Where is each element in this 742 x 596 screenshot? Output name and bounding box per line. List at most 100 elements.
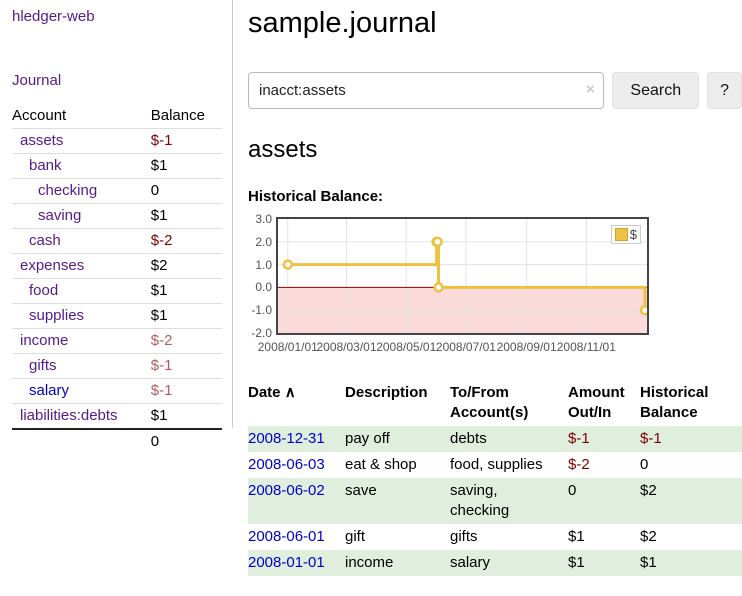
help-button[interactable]: ? [707,72,742,109]
date-header-label: Date [248,384,281,401]
transaction-description: income [345,554,394,571]
account-link[interactable]: liabilities:debts [20,407,118,424]
account-balance: $1 [150,307,168,324]
account-balance: $1 [150,407,168,424]
data-point [433,282,444,293]
transaction-date-link[interactable]: 2008-06-03 [248,456,325,473]
y-axis-tick-label: 0.0 [255,280,272,295]
transaction-balance: $1 [640,554,657,571]
account-link[interactable]: income [20,332,69,349]
account-balance: $-1 [150,382,173,399]
page-title: sample.journal [248,7,437,39]
transaction-description: pay off [345,430,390,447]
search-button[interactable]: Search [612,72,700,109]
account-link[interactable]: expenses [20,257,85,274]
account-balance: $1 [150,157,168,174]
main-content: sample.journal × Search ? assets Histori… [233,0,742,596]
account-link[interactable]: checking [38,182,98,199]
transaction-amount: $1 [568,554,585,571]
account-balance: $2 [150,257,168,274]
table-row: 2008-06-01 gift gifts $1 $2 [248,524,742,550]
x-axis-tick-label: 2008/03/01 [316,340,377,354]
accounts-total-row: 0 [12,429,222,454]
register-header-description: Description [345,384,428,401]
table-row: 2008-01-01 income salary $1 $1 [248,550,742,576]
legend-swatch-icon [614,228,628,241]
accounts-header-account: Account [12,107,67,124]
transaction-date-link[interactable]: 2008-06-02 [248,482,325,499]
account-link[interactable]: food [29,282,59,299]
account-row: saving $1 [12,203,222,229]
transaction-date-link[interactable]: 2008-12-31 [248,430,325,447]
account-row: assets $-1 [12,128,222,154]
account-row: checking 0 [12,178,222,204]
register-header-balance: Historical Balance [640,384,709,421]
transaction-accounts: saving, checking [450,482,510,519]
accounts-total-spacer [12,429,151,454]
transaction-balance: $2 [640,528,657,545]
transaction-date-link[interactable]: 2008-06-01 [248,528,325,545]
account-row: bank $1 [12,153,222,179]
transaction-accounts: food, supplies [450,456,543,473]
y-axis-tick-label: 3.0 [255,212,272,226]
account-balance: $-2 [150,332,173,349]
x-axis-tick-label: 2008/09/01 [496,340,557,354]
register-header-amount: Amount Out/In [568,384,625,421]
clear-search-icon[interactable]: × [586,81,595,98]
transaction-amount: $-1 [568,430,590,447]
data-point [282,259,294,270]
register-header-accounts: To/From Account(s) [450,384,529,421]
chart-plot-area: $ [276,217,649,335]
transaction-accounts: salary [450,554,491,571]
y-axis-tick-label: 2.0 [255,234,272,249]
account-link[interactable]: assets [20,132,64,149]
register-header-date[interactable]: Date ∧ [248,380,345,426]
transaction-description: gift [345,528,366,545]
app-title-link[interactable]: hledger-web [12,8,95,25]
x-axis-tick-label: 2008/07/01 [435,340,496,354]
search-bar: × Search ? [248,72,742,109]
table-row: 2008-06-02 save saving, checking 0 $2 [248,478,742,524]
chart-title: Historical Balance: [248,188,384,205]
account-balance: $-1 [150,132,173,149]
account-row: gifts $-1 [12,353,222,379]
transaction-amount: $-2 [568,456,590,473]
account-row: income $-2 [12,328,222,354]
account-row: expenses $2 [12,253,222,279]
account-row: liabilities:debts $1 [12,403,222,430]
account-link[interactable]: saving [38,207,82,224]
sidebar: hledger-web Journal Account Balance asse… [0,0,233,450]
y-axis-tick-label: -2.0 [251,326,272,340]
y-axis-tick-label: -1.0 [251,303,272,318]
x-axis-tick-label: 2008/05/01 [376,340,437,354]
account-link[interactable]: cash [29,232,61,249]
transaction-date-link[interactable]: 2008-01-01 [248,554,325,571]
account-balance: 0 [150,182,160,199]
account-link[interactable]: gifts [29,357,57,374]
account-balance: $1 [150,207,168,224]
transaction-amount: 0 [568,482,577,499]
accounts-header-balance: Balance [150,107,205,124]
account-link[interactable]: bank [29,157,62,174]
transaction-amount: $1 [568,528,585,545]
register-body: 2008-12-31 pay off debts $-1 $-1 2008-06-03 ea… [248,426,742,576]
x-axis-tick-label: 2008/01/01 [257,340,318,354]
account-balance: $1 [150,282,168,299]
account-row: cash $-2 [12,228,222,254]
search-input[interactable] [248,72,605,109]
account-balance: $-2 [150,232,173,249]
account-link[interactable]: supplies [29,307,85,324]
transaction-balance: 0 [640,456,649,473]
sidebar-item-journal[interactable]: Journal [12,72,62,89]
account-heading: assets [248,136,318,163]
accounts-header-row: Account Balance [12,104,222,129]
transaction-balance: $-1 [640,430,662,447]
chart-svg [278,219,647,333]
accounts-body: assets $-1 bank $1 checking 0 saving $1 cash $-2 e… [12,128,222,430]
transaction-balance: $2 [640,482,657,499]
x-axis-tick-label: 2008/11/01 [556,340,616,354]
account-link[interactable]: salary [29,382,70,399]
account-balance: $-1 [150,357,173,374]
transaction-accounts: debts [450,430,487,447]
